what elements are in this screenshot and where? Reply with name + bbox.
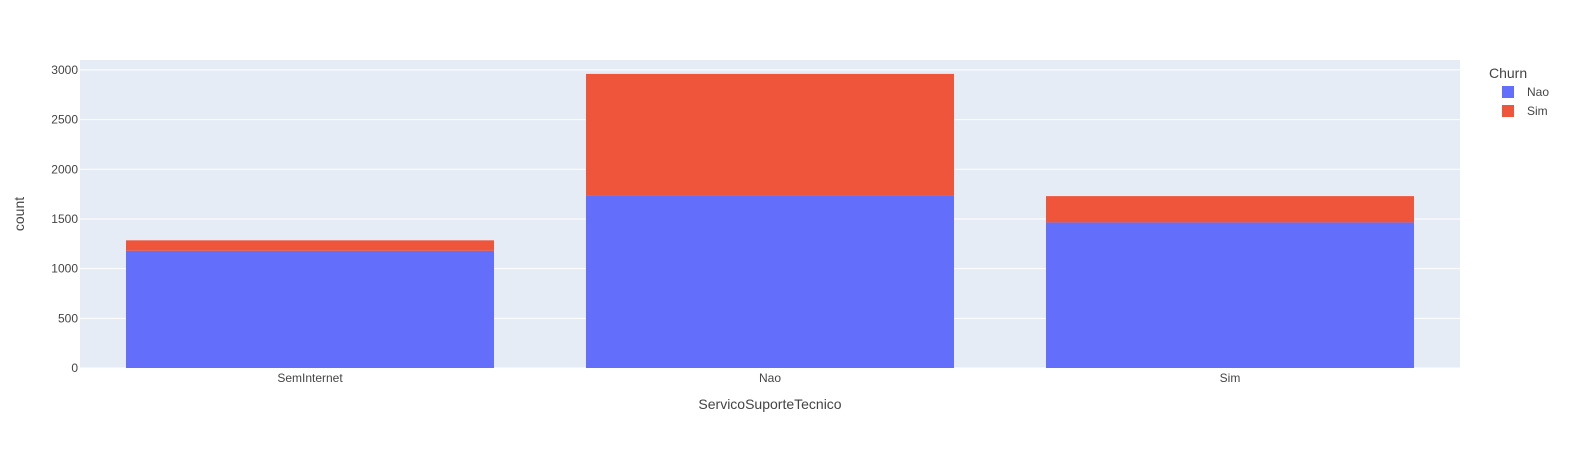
x-tick-label: Nao <box>759 371 781 385</box>
legend[interactable]: Churn Nao Sim <box>1489 65 1549 118</box>
bar-Sim-Nao[interactable] <box>1046 222 1414 368</box>
legend-swatch <box>1502 105 1514 117</box>
y-tick-label: 1500 <box>51 212 78 226</box>
y-tick-label: 2000 <box>51 162 78 176</box>
x-tick-label: Sim <box>1220 371 1241 385</box>
legend-label: Nao <box>1527 85 1549 99</box>
bar-marks[interactable] <box>126 73 1414 368</box>
y-tick-label: 1000 <box>51 262 78 276</box>
bar-Sim-Sim[interactable] <box>1046 196 1414 223</box>
legend-label: Sim <box>1527 104 1548 118</box>
legend-items[interactable]: Nao Sim <box>1502 85 1549 118</box>
legend-item-Sim[interactable]: Sim <box>1502 104 1548 118</box>
y-tick-label: 0 <box>71 361 78 375</box>
x-tick-label: SemInternet <box>277 371 343 385</box>
bar-Nao-Nao[interactable] <box>586 195 954 368</box>
y-axis-ticks: 0 500 1000 1500 2000 2500 3000 <box>51 63 78 375</box>
legend-swatch <box>1502 86 1514 98</box>
legend-item-Nao[interactable]: Nao <box>1502 85 1549 99</box>
y-axis-title: count <box>11 197 27 231</box>
bar-SemInternet-Nao[interactable] <box>126 250 494 368</box>
y-tick-label: 500 <box>58 311 78 325</box>
legend-title: Churn <box>1489 65 1527 81</box>
bar-SemInternet-Sim[interactable] <box>126 240 494 251</box>
y-tick-label: 3000 <box>51 63 78 77</box>
x-axis-ticks: SemInternet Nao Sim <box>277 371 1240 385</box>
bar-Nao-Sim[interactable] <box>586 73 954 196</box>
y-tick-label: 2500 <box>51 113 78 127</box>
x-axis-title: ServicoSuporteTecnico <box>698 396 841 412</box>
